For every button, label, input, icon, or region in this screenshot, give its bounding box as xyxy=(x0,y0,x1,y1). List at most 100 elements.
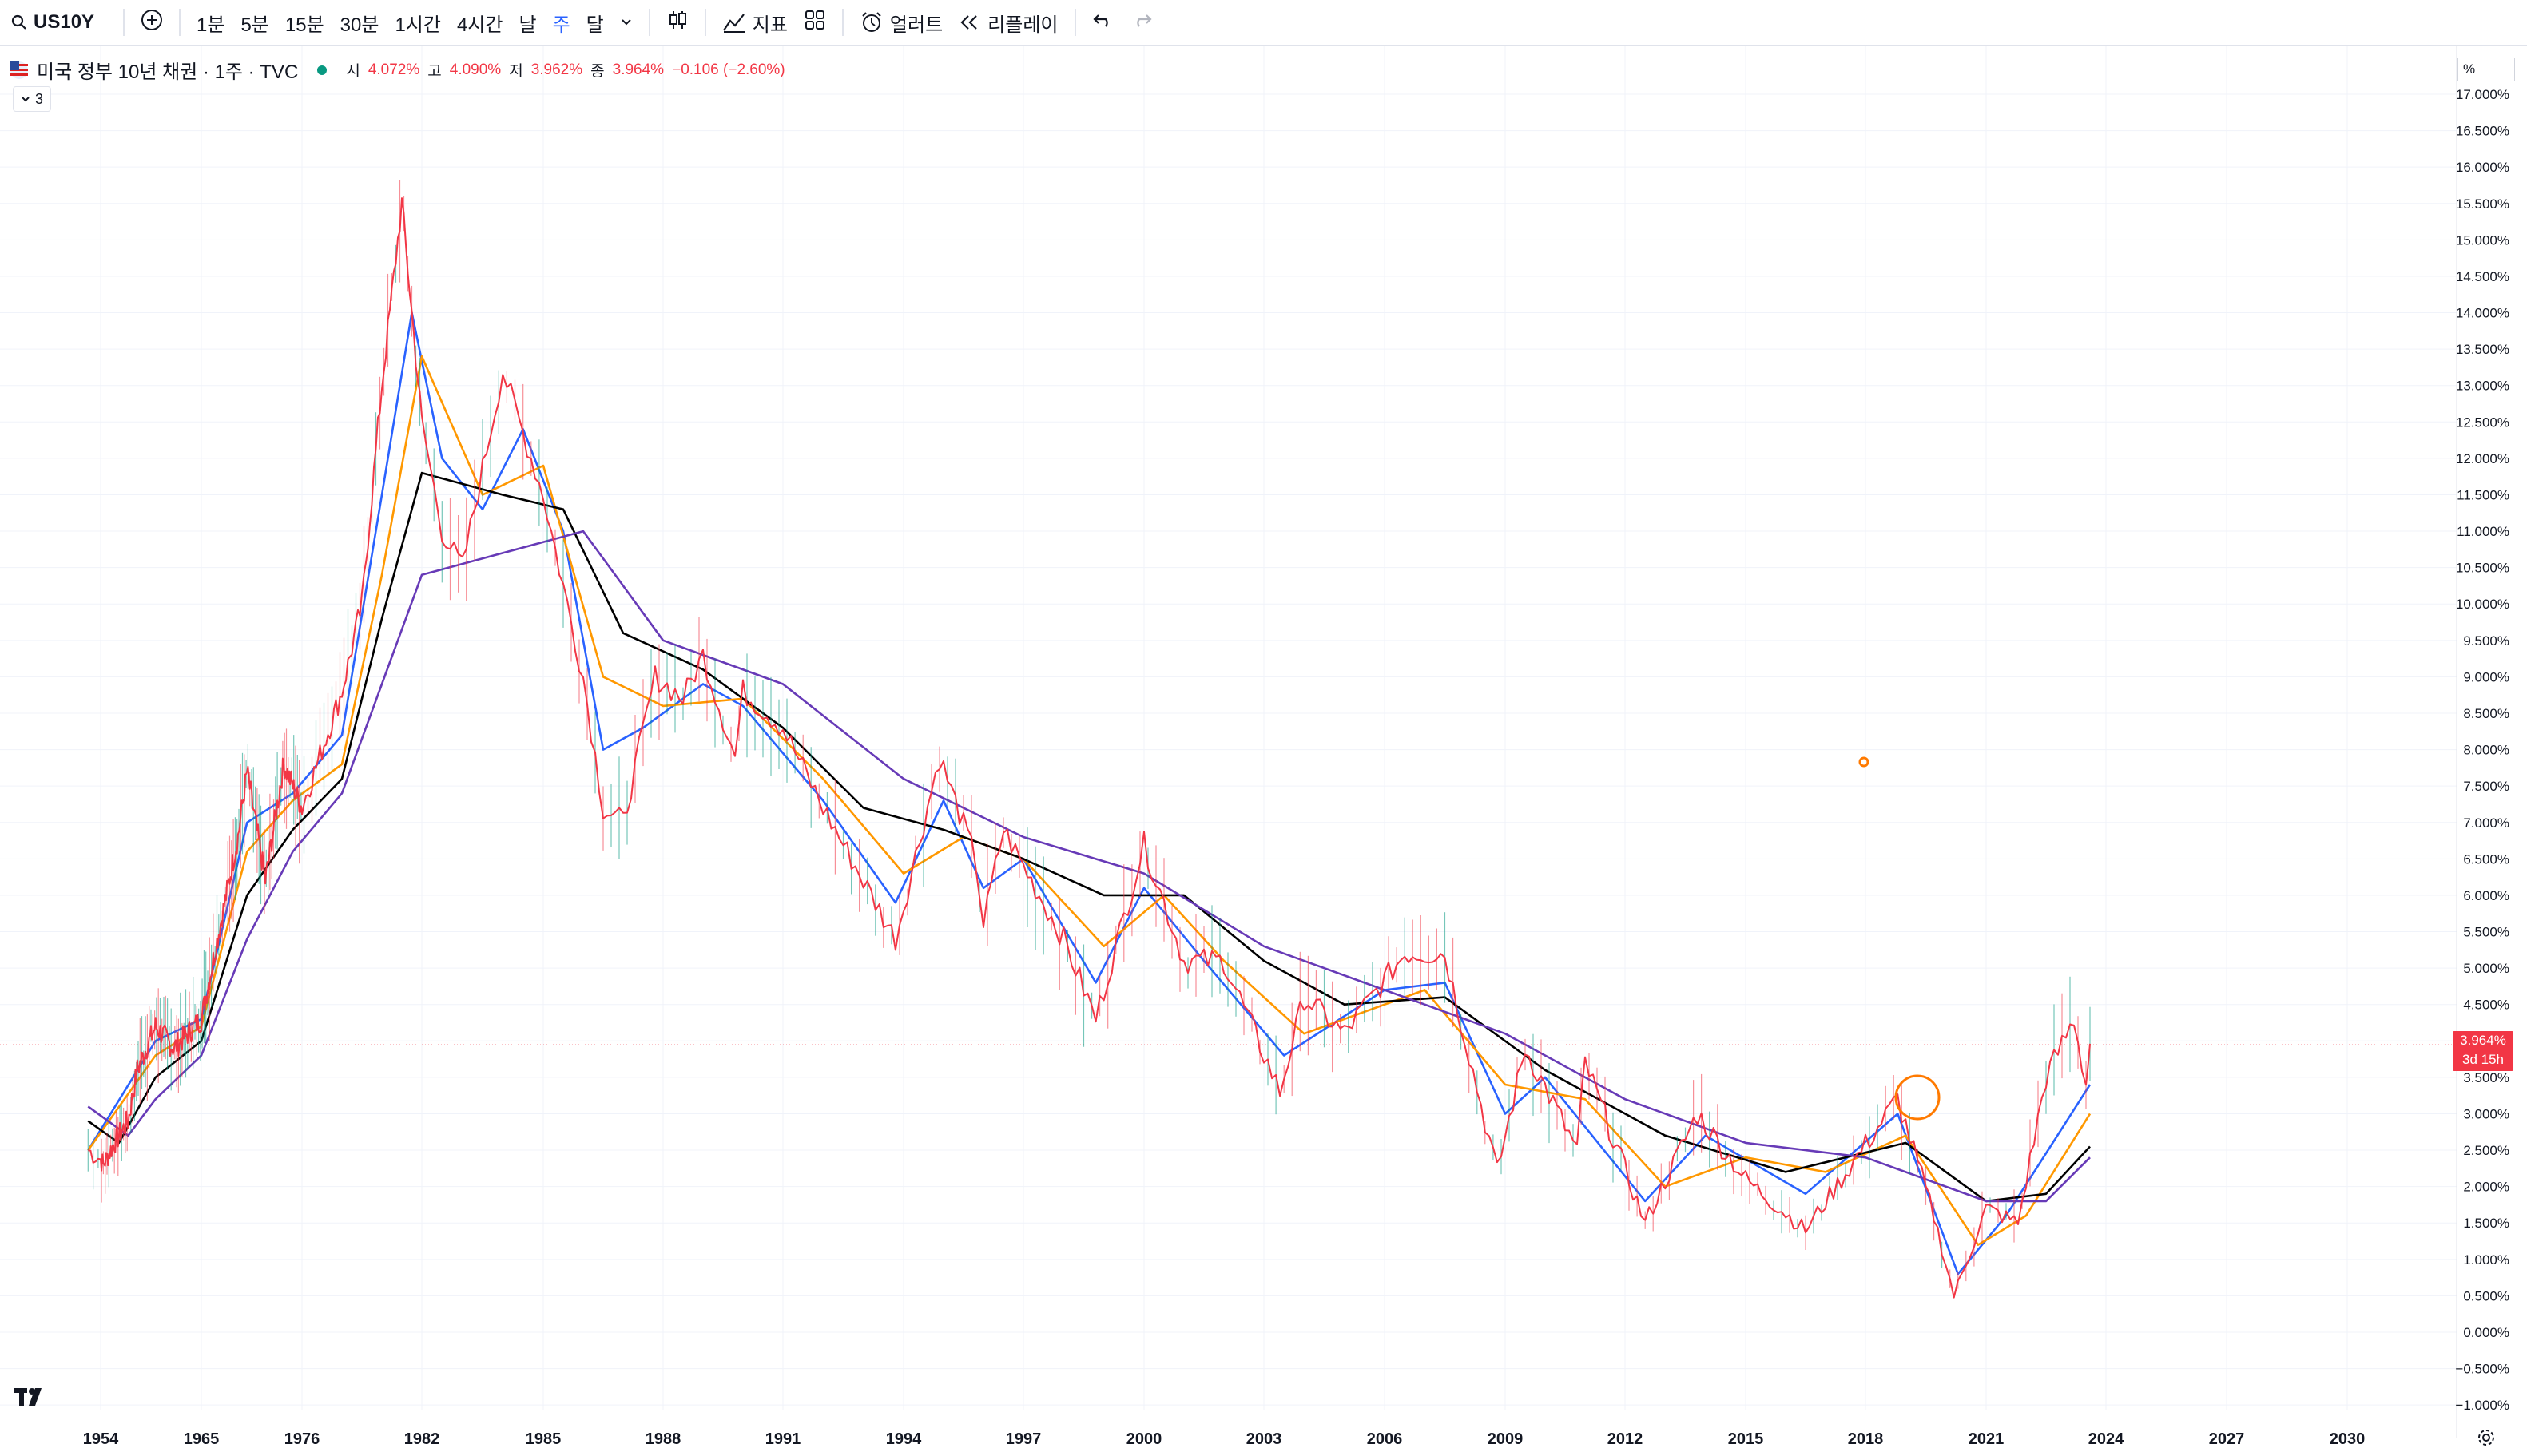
close-value: 3.964% xyxy=(612,61,665,78)
price-tick-label: 11.500% xyxy=(2457,487,2509,502)
layouts-button[interactable] xyxy=(796,9,834,37)
price-tick-label: 14.000% xyxy=(2456,306,2509,321)
change-value: −0.106 (−2.60%) xyxy=(672,61,785,78)
grid-layout-icon xyxy=(805,10,824,30)
price-tick-label: 10.000% xyxy=(2456,597,2509,612)
alert-label: 얼러트 xyxy=(889,14,944,36)
price-tick-label: 6.000% xyxy=(2463,888,2509,903)
series-layer xyxy=(87,311,2092,1275)
interval-15m[interactable]: 15분 xyxy=(284,14,324,36)
tradingview-logo[interactable] xyxy=(14,1384,50,1414)
price-tick-label: 11.000% xyxy=(2457,524,2509,539)
chart-type-button[interactable] xyxy=(658,9,697,37)
price-tick-label: 14.500% xyxy=(2456,269,2509,284)
indicator-chart-icon xyxy=(722,14,745,33)
price-tick-label: 6.500% xyxy=(2463,851,2509,867)
market-status-icon[interactable] xyxy=(317,65,328,75)
interval-1m[interactable]: 1분 xyxy=(197,14,225,36)
price-tick-label: 12.000% xyxy=(2456,451,2509,466)
divider xyxy=(179,9,181,36)
chevron-down-icon xyxy=(22,97,30,102)
time-tick-label: 2000 xyxy=(1126,1430,1162,1448)
price-chart[interactable]: 17.000% 16.500% 16.000% 15.500% 15.000% 14.50… xyxy=(0,46,2527,1456)
ma-line-4 xyxy=(87,530,2091,1203)
interval-day[interactable]: 날 xyxy=(519,14,537,36)
chart-legend: 미국 정부 10년 채권 · 1주 · TVC 시 4.072% 고 4.090% … xyxy=(10,56,785,84)
scale-unit-box[interactable]: % xyxy=(2457,58,2515,81)
interval-1h[interactable]: 1시간 xyxy=(395,14,441,36)
price-tick-label: 4.500% xyxy=(2463,998,2509,1013)
time-tick-label: 1994 xyxy=(886,1430,922,1448)
time-tick-label: 2006 xyxy=(1367,1430,1403,1448)
annotation-dot xyxy=(1858,756,1869,768)
price-tick-label: 5.500% xyxy=(2463,925,2509,940)
time-tick-label: 2009 xyxy=(1488,1430,1524,1448)
price-scale: 17.000% 16.500% 16.000% 15.500% 15.000% 14.50… xyxy=(2455,87,2509,1413)
interval-week[interactable]: 주 xyxy=(552,14,570,36)
replay-button[interactable]: 리플레이 xyxy=(951,0,1066,46)
redo-icon xyxy=(1136,14,1152,27)
time-tick-label: 2021 xyxy=(1969,1430,2005,1448)
divider xyxy=(841,9,844,36)
replay-label: 리플레이 xyxy=(987,14,1059,36)
price-tick-label: 15.000% xyxy=(2456,232,2509,248)
divider xyxy=(1074,9,1076,36)
ma-line-3 xyxy=(87,471,2091,1203)
symbol-search[interactable]: US10Y xyxy=(0,11,115,34)
redo-button[interactable] xyxy=(1122,10,1161,35)
chevron-down-icon xyxy=(622,19,631,26)
time-tick-label: 1997 xyxy=(1006,1430,1042,1448)
undo-button[interactable] xyxy=(1084,10,1122,35)
price-tick-label: 16.000% xyxy=(2456,160,2509,175)
interval-5m[interactable]: 5분 xyxy=(240,14,269,36)
last-price-badge: 3.964% 3d 15h xyxy=(2453,1031,2513,1071)
price-tick-label: 8.500% xyxy=(2463,706,2509,721)
time-tick-label: 2003 xyxy=(1246,1430,1282,1448)
settings-gear-icon[interactable] xyxy=(2477,1428,2496,1453)
us-flag-icon xyxy=(10,61,28,79)
indicators-label: 지표 xyxy=(752,14,788,36)
time-tick-label: 1988 xyxy=(646,1430,681,1448)
price-line xyxy=(88,197,2091,1299)
chart-grid xyxy=(0,46,2457,1410)
price-tick-label: 16.500% xyxy=(2456,124,2509,139)
price-tick-label: 15.500% xyxy=(2456,196,2509,212)
interval-4h[interactable]: 4시간 xyxy=(456,14,503,36)
price-tick-label: 9.500% xyxy=(2463,633,2509,649)
price-layer xyxy=(87,180,2091,1299)
high-value: 4.090% xyxy=(449,61,502,78)
time-tick-label: 1965 xyxy=(184,1430,220,1448)
price-tick-label: 2.000% xyxy=(2463,1180,2509,1195)
time-tick-label: 2018 xyxy=(1848,1430,1884,1448)
compare-button[interactable] xyxy=(133,9,171,37)
symbol-title[interactable]: 미국 정부 10년 채권 · 1주 · TVC xyxy=(37,61,299,83)
alert-button[interactable]: 얼러트 xyxy=(852,0,951,46)
time-tick-label: 2015 xyxy=(1728,1430,1764,1448)
high-label: 고 xyxy=(427,63,442,80)
gear-icon xyxy=(2478,1430,2494,1446)
price-tick-label: 13.000% xyxy=(2456,379,2509,394)
symbol-name: US10Y xyxy=(34,11,95,33)
open-label: 시 xyxy=(346,63,360,80)
interval-month[interactable]: 달 xyxy=(586,14,604,36)
undo-icon xyxy=(1092,14,1108,27)
divider xyxy=(648,9,650,36)
price-tick-label: 12.500% xyxy=(2456,415,2509,430)
time-tick-label: 1985 xyxy=(526,1430,562,1448)
price-tick-label: 13.500% xyxy=(2456,342,2509,357)
time-scale: 1954 1965 1976 1982 1985 1988 1991 1994 1997 2000… xyxy=(83,1430,2366,1448)
time-tick-label: 2024 xyxy=(2088,1430,2124,1448)
price-tick-label: 1.500% xyxy=(2463,1216,2509,1231)
indicators-collapse-button[interactable]: 3 xyxy=(13,86,51,112)
close-label: 종 xyxy=(590,63,605,80)
price-tick-label: 5.000% xyxy=(2463,961,2509,976)
interval-30m[interactable]: 30분 xyxy=(340,14,379,36)
price-tick-label: −1.000% xyxy=(2455,1398,2509,1413)
indicators-button[interactable]: 지표 xyxy=(714,0,796,46)
annotation-circle xyxy=(1894,1074,1941,1121)
interval-dropdown[interactable] xyxy=(612,11,641,34)
time-tick-label: 1976 xyxy=(284,1430,320,1448)
open-value: 4.072% xyxy=(368,61,420,78)
price-tick-label: −0.500% xyxy=(2455,1362,2509,1377)
price-tick-label: 17.000% xyxy=(2456,87,2509,102)
